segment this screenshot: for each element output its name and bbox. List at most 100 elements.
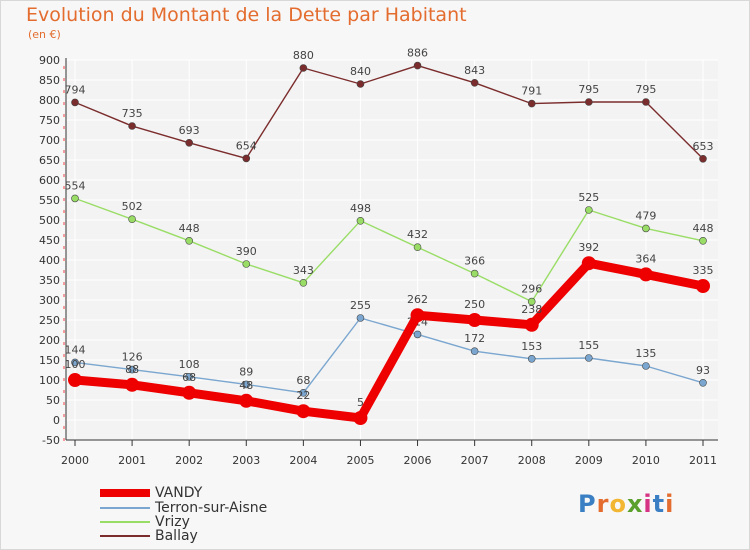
x-tick-label: 2006 [404, 454, 432, 467]
legend-item-vrizy: Vrizy [100, 514, 190, 530]
proxiti-logo: Proxiti [578, 490, 674, 518]
data-label-ballay: 654 [236, 139, 257, 152]
x-tick-label: 2000 [61, 454, 89, 467]
y-tick-label: 650 [39, 154, 60, 167]
legend-swatch-vandy [100, 489, 150, 497]
data-label-ballay: 791 [521, 85, 542, 98]
data-point-terron-sur-aisne [642, 362, 650, 370]
y-tick-label: 700 [39, 134, 60, 147]
x-tick-label: 2001 [118, 454, 146, 467]
data-label-vrizy: 525 [578, 191, 599, 204]
data-label-terron-sur-aisne: 108 [179, 358, 200, 371]
legend-swatch-terron-sur-aisne [100, 507, 150, 509]
y-tick-label: 300 [39, 294, 60, 307]
data-point-vrizy [71, 194, 79, 203]
data-point-ballay [71, 98, 79, 107]
y-tick-label: 100 [39, 374, 60, 387]
logo-letter: x [626, 490, 644, 518]
series-line-ballay [74, 64, 704, 160]
x-tick-label: 2003 [232, 454, 260, 467]
y-tick-label: 750 [39, 114, 60, 127]
y-tick-label: 350 [39, 274, 60, 287]
data-point-terron-sur-aisne [356, 314, 365, 322]
data-label-vandy: 335 [693, 264, 714, 277]
data-point-vandy [296, 404, 311, 419]
data-point-vrizy [413, 243, 422, 251]
data-label-terron-sur-aisne: 172 [464, 332, 485, 345]
data-point-vandy [524, 317, 539, 332]
data-label-ballay: 693 [179, 124, 200, 137]
data-label-vandy: 68 [182, 371, 196, 384]
y-tick-label: 900 [39, 54, 60, 67]
legend-label-ballay: Ballay [155, 528, 198, 544]
data-label-ballay: 794 [65, 83, 86, 96]
data-point-ballay [185, 139, 193, 147]
x-tick-label: 2011 [689, 454, 717, 467]
data-label-vandy: 22 [296, 389, 310, 402]
data-point-vandy [68, 373, 82, 387]
data-point-vrizy [470, 269, 479, 278]
logo-letter: t [652, 490, 666, 518]
data-point-vrizy [128, 215, 136, 223]
legend-label-vandy: VANDY [155, 485, 203, 501]
data-label-vandy: 262 [407, 293, 428, 306]
data-label-vrizy: 502 [122, 200, 143, 213]
y-tick-label: -50 [42, 434, 60, 447]
data-point-terron-sur-aisne [470, 347, 479, 356]
data-point-vrizy [642, 224, 650, 233]
data-label-ballay: 795 [578, 83, 599, 96]
data-point-ballay [642, 98, 650, 106]
data-label-terron-sur-aisne: 89 [239, 365, 253, 378]
data-point-vandy [581, 256, 596, 271]
legend-item-terron-sur-aisne: Terron-sur-Aisne [100, 500, 268, 516]
x-tick-label: 2010 [632, 454, 660, 467]
y-tick-label: 500 [39, 214, 60, 227]
data-point-terron-sur-aisne [527, 354, 536, 363]
logo-letter: i [643, 490, 653, 518]
data-label-vrizy: 479 [635, 209, 656, 222]
data-label-vrizy: 554 [65, 179, 86, 192]
data-point-vandy [410, 308, 425, 323]
y-tick-label: 800 [39, 94, 60, 107]
data-point-vandy [182, 385, 197, 400]
legend-item-ballay: Ballay [100, 528, 198, 544]
logo-letter: r [596, 490, 610, 518]
data-label-vrizy: 498 [350, 202, 371, 215]
data-label-ballay: 880 [293, 49, 314, 62]
legend-label-terron-sur-aisne: Terron-sur-Aisne [155, 500, 268, 516]
data-label-vrizy: 366 [464, 255, 485, 268]
data-point-terron-sur-aisne [128, 365, 136, 374]
data-label-terron-sur-aisne: 68 [296, 374, 310, 387]
data-point-vrizy [299, 278, 308, 287]
data-point-terron-sur-aisne [413, 330, 422, 339]
data-label-vrizy: 448 [693, 222, 714, 235]
data-label-vandy: 88 [125, 363, 139, 376]
data-label-terron-sur-aisne: 144 [65, 343, 86, 356]
y-tick-label: 450 [39, 234, 60, 247]
data-label-vandy: 5 [357, 396, 364, 409]
data-point-vrizy [527, 297, 536, 306]
data-label-vandy: 100 [65, 358, 86, 371]
data-point-vandy [467, 313, 482, 327]
data-label-vandy: 392 [578, 241, 599, 254]
data-point-vrizy [585, 206, 593, 214]
data-point-vandy [638, 267, 653, 282]
data-point-ballay [299, 64, 308, 72]
logo-letter: P [578, 490, 597, 518]
data-label-terron-sur-aisne: 153 [521, 340, 542, 353]
data-point-vrizy [699, 237, 707, 245]
data-label-terron-sur-aisne: 255 [350, 299, 371, 312]
data-point-vrizy [185, 237, 193, 245]
series-line-terron-sur-aisne [74, 317, 704, 394]
data-label-terron-sur-aisne: 126 [122, 351, 143, 364]
data-point-terron-sur-aisne [71, 358, 79, 367]
data-point-ballay [413, 61, 422, 70]
chart-title: Evolution du Montant de la Dette par Hab… [26, 4, 467, 26]
legend-swatch-ballay [100, 535, 150, 537]
data-label-vandy: 48 [239, 379, 253, 392]
data-label-ballay: 653 [693, 140, 714, 153]
x-tick-label: 2005 [346, 454, 374, 467]
data-label-vandy: 250 [464, 298, 485, 311]
series-line-vrizy [74, 197, 704, 303]
data-label-terron-sur-aisne: 93 [696, 364, 710, 377]
